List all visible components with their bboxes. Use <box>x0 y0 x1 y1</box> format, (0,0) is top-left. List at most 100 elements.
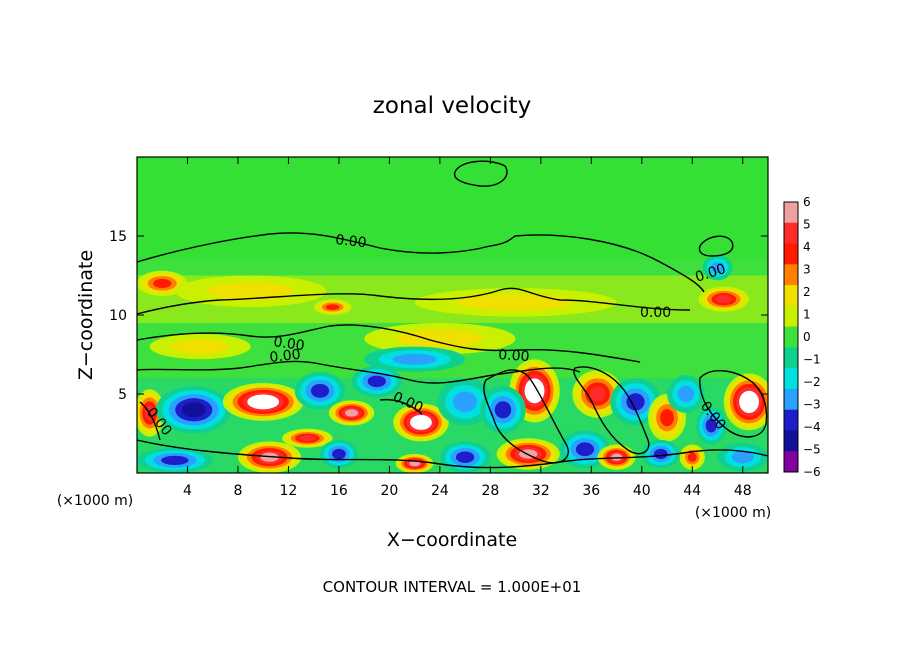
contour-line <box>573 366 650 455</box>
colorbar-tick-label: 1 <box>803 308 811 322</box>
contour-label: 0.00 <box>269 347 302 366</box>
field-cell <box>409 460 421 467</box>
colorbar-cell <box>784 202 798 224</box>
field-cell <box>396 329 484 348</box>
x-tick-label: 4 <box>183 483 192 499</box>
contour-line <box>137 439 768 469</box>
colorbar-cell <box>784 326 798 348</box>
z-unit-label: (×1000 m) <box>695 505 771 521</box>
x-tick-label: 36 <box>582 483 600 499</box>
field-cell <box>611 453 623 461</box>
colorbar-cell <box>784 285 798 307</box>
colorbar-cell <box>784 264 798 286</box>
x-tick-label: 40 <box>633 483 651 499</box>
colorbar-tick-label: 5 <box>803 218 811 232</box>
y-tick-label: 10 <box>109 308 127 324</box>
colorbar-tick-label: −2 <box>803 375 821 389</box>
colorbar-tick-label: −1 <box>803 353 821 367</box>
x-tick-label: 44 <box>683 483 701 499</box>
field-cell <box>392 353 437 365</box>
field-cell <box>742 394 756 410</box>
x-unit-label: (×1000 m) <box>57 493 133 509</box>
x-tick-label: 32 <box>532 483 550 499</box>
field-cell <box>161 455 189 465</box>
chart-title: zonal velocity <box>373 93 531 119</box>
x-tick-label: 24 <box>431 483 449 499</box>
contour-line <box>379 398 423 415</box>
field-cell <box>527 382 542 400</box>
x-tick-label: 12 <box>280 483 298 499</box>
field-band <box>137 157 768 260</box>
field-cell <box>494 401 512 419</box>
contour-label: 0.00 <box>640 305 671 321</box>
contour-line <box>137 232 705 293</box>
field-cell <box>299 435 316 442</box>
contour-label: 0.00 <box>272 334 305 354</box>
field-cell <box>325 304 340 310</box>
field-cell <box>455 451 475 463</box>
colorbar-cell <box>784 368 798 390</box>
colorbar-cell <box>784 243 798 265</box>
x-tick-label: 20 <box>380 483 398 499</box>
field-cell <box>731 451 754 464</box>
y-tick-label: 15 <box>109 229 127 245</box>
colorbar-tick-label: −4 <box>803 420 821 434</box>
colorbar-cell <box>784 222 798 245</box>
colorbar-cell <box>784 409 798 431</box>
contour-line <box>699 370 768 438</box>
field-cell <box>677 385 695 403</box>
x-tick-label: 8 <box>233 483 242 499</box>
colorbar-tick-label: 4 <box>803 240 811 254</box>
colorbar-tick-label: 6 <box>803 195 811 209</box>
field-cell <box>653 448 668 460</box>
colorbar-cell <box>784 430 798 452</box>
field-cell <box>332 448 346 460</box>
field-cell <box>589 386 606 402</box>
zero-contours <box>137 160 768 469</box>
field-cell <box>575 442 595 457</box>
colorbar-frame <box>783 201 799 473</box>
colorbar-tick-label: 3 <box>803 263 811 277</box>
field-cell <box>310 383 330 398</box>
contour-line <box>137 324 641 363</box>
field-cell <box>626 393 645 411</box>
field-cell <box>207 282 295 301</box>
field-cell <box>171 339 230 354</box>
colorbar-cell <box>784 451 798 473</box>
colorbar-cell <box>784 388 798 411</box>
field-cell <box>344 409 359 417</box>
velocity-field <box>137 157 768 473</box>
field-cell <box>687 452 697 462</box>
field-cell <box>252 396 275 408</box>
field-cell <box>660 409 674 427</box>
field-cell <box>367 375 386 388</box>
field-cell <box>181 402 206 418</box>
colorbar-tick-label: −6 <box>803 465 821 479</box>
colorbar-tick-label: −3 <box>803 398 821 412</box>
y-axis-label: Z−coordinate <box>75 250 97 380</box>
x-tick-label: 16 <box>330 483 348 499</box>
field-cell <box>453 391 478 413</box>
colorbar-cell <box>784 305 798 328</box>
field-cell <box>705 418 717 433</box>
contour-line <box>137 360 581 384</box>
contour-line <box>137 287 691 315</box>
field-cell <box>710 262 725 274</box>
x-tick-label: 28 <box>481 483 499 499</box>
colorbar-tick-label: −5 <box>803 443 821 457</box>
contour-line <box>483 369 569 464</box>
field-cell <box>153 278 172 288</box>
field-cell <box>715 295 732 304</box>
x-tick-label: 48 <box>734 483 752 499</box>
colorbar-tick-label: 0 <box>803 330 811 344</box>
contour-line <box>139 401 161 441</box>
contour-line <box>453 160 508 187</box>
contour-label: 0.00 <box>335 232 368 251</box>
y-tick-label: 5 <box>118 387 127 403</box>
contour-label: 0.00 <box>498 347 530 365</box>
field-cell <box>413 417 429 428</box>
colorbar-cell <box>784 347 798 369</box>
colorbar: 6 5 4 3 2 1 0 −1 −2 −3 −4 −5 −6 <box>783 195 821 479</box>
